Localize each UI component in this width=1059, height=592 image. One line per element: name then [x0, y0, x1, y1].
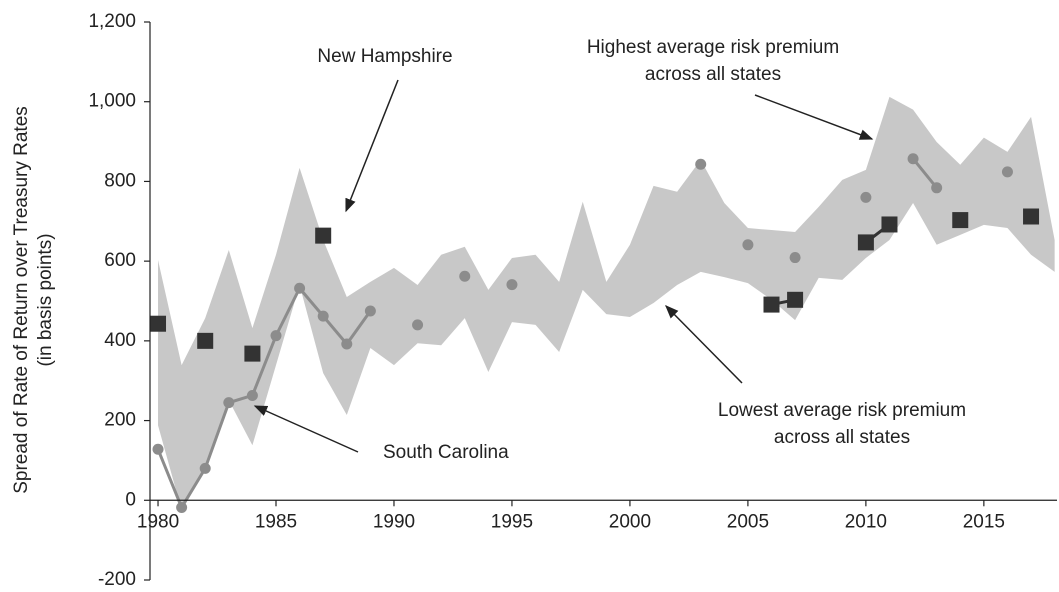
- annotation: Highest average risk premium: [587, 37, 839, 58]
- arrow: [665, 305, 743, 384]
- marker: [152, 443, 164, 455]
- marker: [1023, 208, 1040, 225]
- x-tick-label: 1980: [137, 511, 179, 532]
- y-tick-label: 1,200: [88, 11, 136, 32]
- marker: [197, 332, 214, 349]
- marker: [315, 227, 332, 244]
- x-tick-label: 2005: [727, 511, 769, 532]
- x-tick-label: 2000: [609, 511, 651, 532]
- arrow: [754, 94, 874, 140]
- marker: [695, 158, 707, 170]
- annotation: New Hampshire: [317, 46, 452, 67]
- marker: [952, 212, 969, 229]
- marker: [907, 153, 919, 165]
- marker: [364, 305, 376, 317]
- marker: [244, 345, 261, 362]
- marker: [246, 389, 258, 401]
- marker: [860, 191, 872, 203]
- marker: [199, 462, 211, 474]
- marker: [150, 315, 167, 332]
- y-tick-label: 400: [104, 330, 136, 351]
- marker: [787, 291, 804, 308]
- arrow: [345, 79, 399, 213]
- marker: [317, 310, 329, 322]
- y-tick-label: -200: [98, 569, 136, 590]
- annotation: across all states: [645, 64, 781, 85]
- x-tick-label: 1990: [373, 511, 415, 532]
- annotation: Lowest average risk premium: [718, 400, 966, 421]
- annotation: across all states: [774, 427, 910, 448]
- marker: [294, 282, 306, 294]
- y-axis-title: (in basis points): [35, 233, 56, 366]
- marker: [506, 279, 518, 291]
- annotation: South Carolina: [383, 442, 509, 463]
- plot-area: [150, 96, 1055, 513]
- x-tick-label: 2010: [845, 511, 887, 532]
- y-tick-label: 200: [104, 410, 136, 431]
- marker: [789, 252, 801, 264]
- y-tick-label: 0: [125, 489, 136, 510]
- marker: [931, 182, 943, 194]
- marker: [857, 234, 874, 251]
- marker: [742, 239, 754, 251]
- range-band: [158, 96, 1055, 511]
- y-tick-label: 800: [104, 170, 136, 191]
- marker: [223, 397, 235, 409]
- y-tick-label: 1,000: [88, 91, 136, 112]
- marker: [341, 338, 353, 350]
- y-tick-label: 600: [104, 250, 136, 271]
- marker: [1001, 166, 1013, 178]
- x-tick-label: 1985: [255, 511, 297, 532]
- marker: [459, 270, 471, 282]
- marker: [176, 501, 188, 513]
- x-tick-label: 1995: [491, 511, 533, 532]
- marker: [763, 296, 780, 313]
- y-axis-title: Spread of Rate of Return over Treasury R…: [11, 106, 32, 494]
- marker: [881, 216, 898, 233]
- x-tick-label: 2015: [963, 511, 1005, 532]
- marker: [412, 319, 424, 331]
- marker: [270, 330, 282, 342]
- arrow: [253, 405, 359, 453]
